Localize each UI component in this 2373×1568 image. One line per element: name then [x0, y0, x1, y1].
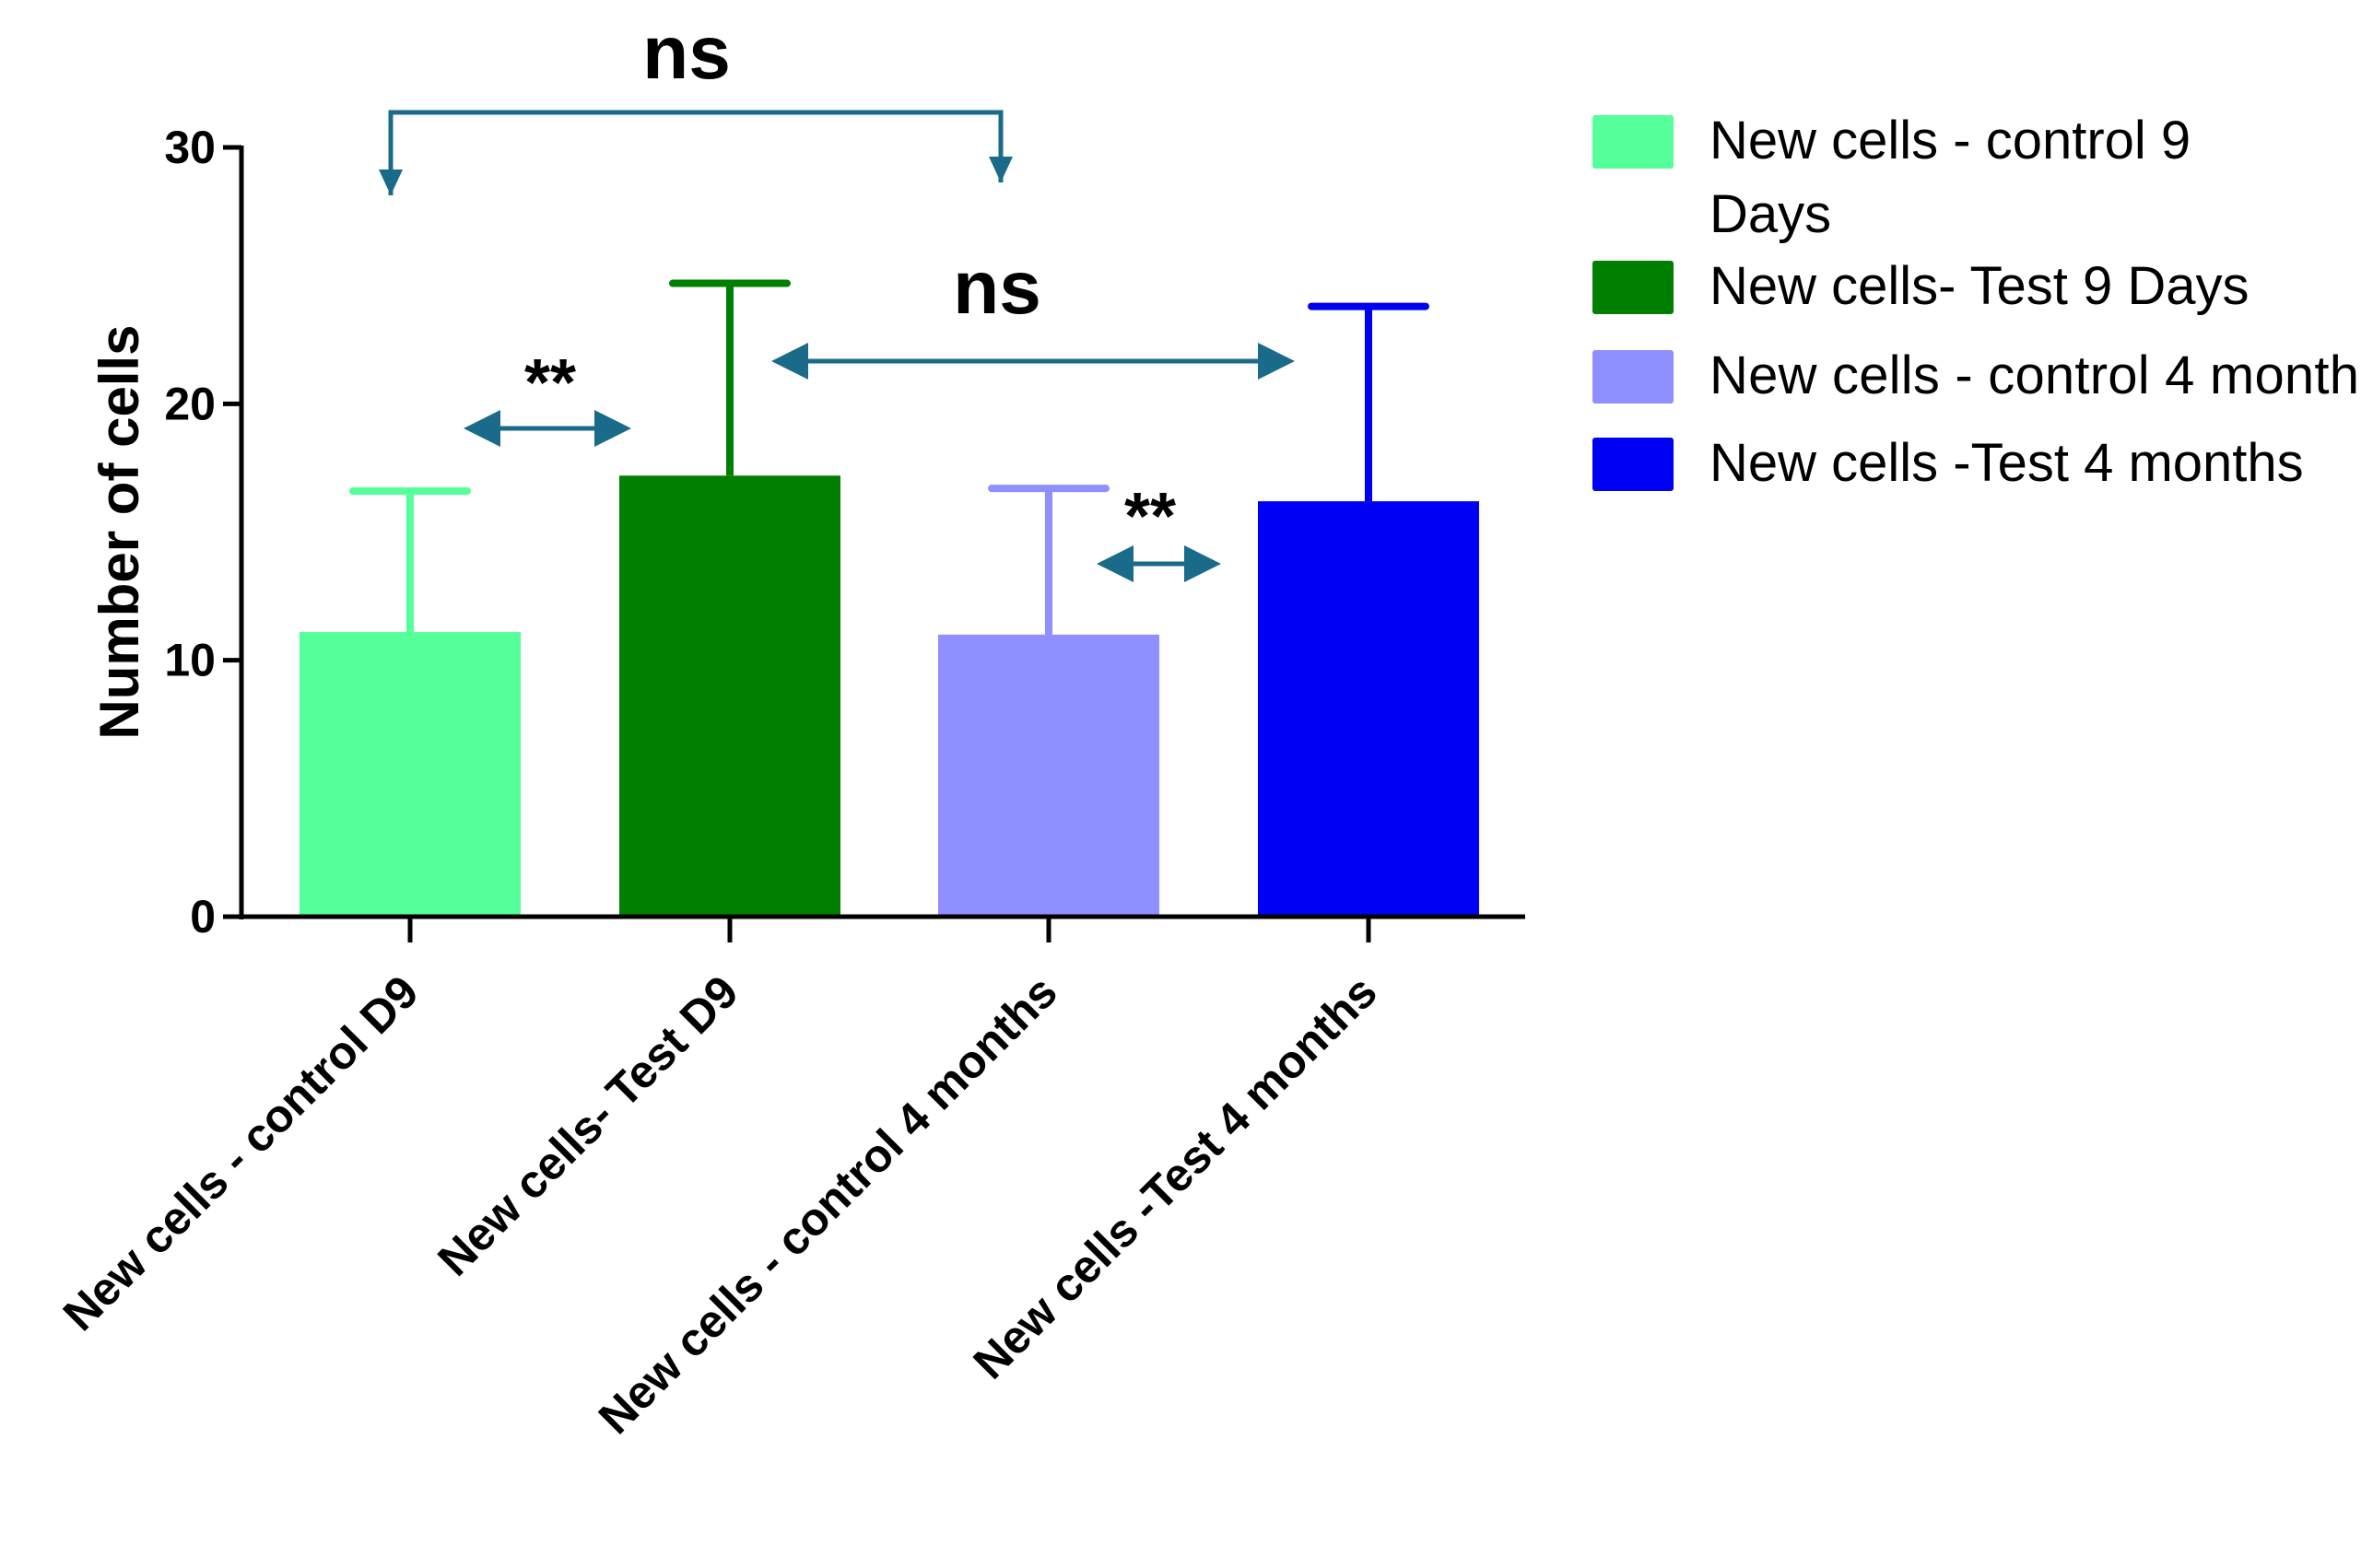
legend-swatch-1	[1592, 115, 1674, 169]
y-tick-label: 30	[164, 122, 216, 173]
y-tick-label: 20	[164, 378, 216, 429]
legend: New cells - control 9 Days New cells- Test…	[1592, 111, 2359, 493]
legend-swatch-2	[1592, 261, 1674, 314]
legend-swatch-3	[1592, 350, 1674, 404]
y-axis-title: Number of cells	[88, 324, 150, 739]
bar-1	[300, 632, 521, 917]
bar-2	[619, 475, 840, 917]
legend-label-3: New cells - control 4 month	[1709, 345, 2359, 405]
annotation-label: **	[1124, 480, 1176, 554]
bar-3	[938, 634, 1159, 917]
bracket-arrow-right	[989, 157, 1013, 182]
annotation-label: ns	[953, 246, 1041, 330]
y-tick-label: 0	[190, 891, 216, 942]
bars-group	[300, 279, 1479, 917]
bar-4	[1258, 501, 1479, 917]
annotation-label: ns	[642, 11, 731, 95]
legend-label-1: New cells - control 9	[1709, 111, 2191, 170]
y-tick-label: 10	[164, 635, 216, 686]
x-tick-label: New cells- Test D9	[428, 965, 747, 1285]
bracket-arrow-left	[379, 170, 403, 195]
bracket-ns-top	[388, 110, 1004, 195]
legend-label-2: New cells- Test 9 Days	[1709, 256, 2250, 316]
significance-annotations: ns ns ** **	[379, 11, 1295, 582]
annotation-label: **	[524, 346, 576, 420]
x-tick-label: New cells - control D9	[53, 965, 429, 1340]
legend-label-4: New cells -Test 4 months	[1709, 433, 2304, 493]
legend-swatch-4	[1592, 438, 1674, 491]
legend-label-1-line2: Days	[1709, 184, 1831, 244]
